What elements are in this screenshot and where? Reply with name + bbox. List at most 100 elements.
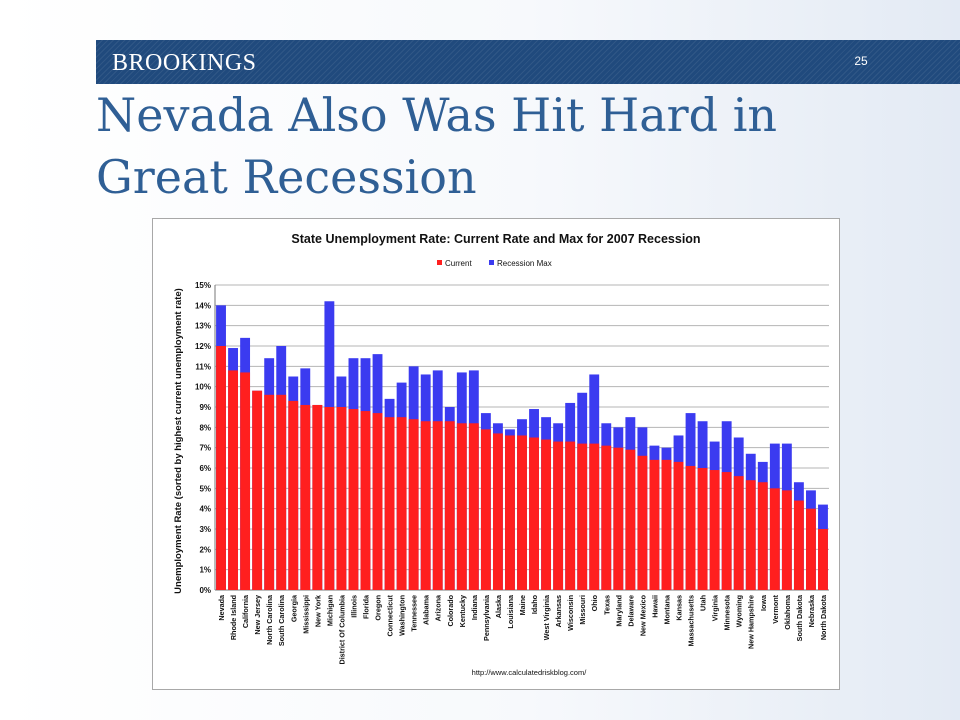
bar-current — [709, 470, 720, 590]
x-tick-label: Nebraska — [807, 594, 816, 627]
x-tick-label: New Mexico — [638, 594, 647, 636]
page-number: 25 — [854, 54, 868, 68]
bar-current — [781, 490, 792, 590]
x-tick-label: North Dakota — [819, 594, 828, 640]
bar-current — [733, 476, 744, 590]
bar-current — [240, 372, 251, 590]
x-tick-label: Maine — [518, 595, 527, 615]
x-tick-label: Washington — [398, 595, 407, 636]
bar-current — [288, 400, 299, 590]
bar-current — [252, 390, 263, 590]
slide-title-line-2: Great Recession — [96, 150, 477, 204]
bar-current — [372, 413, 383, 590]
x-axis-ticks: Nevada Rhode Island California New Jersey No… — [217, 594, 828, 665]
bar-current — [360, 411, 371, 590]
x-tick-label: Connecticut — [386, 594, 395, 636]
bar-current — [228, 370, 238, 590]
x-tick-label: Wisconsin — [566, 595, 575, 631]
x-tick-label: Minnesota — [723, 594, 732, 631]
y-tick-label: 6% — [199, 464, 211, 473]
bar-current — [565, 441, 576, 590]
y-tick-label: 15% — [195, 281, 211, 290]
x-tick-label: Delaware — [626, 595, 635, 627]
bar-current — [601, 445, 612, 590]
bar-current — [276, 394, 287, 590]
x-tick-label: South Dakota — [795, 594, 804, 641]
y-tick-label: 12% — [195, 342, 211, 351]
x-tick-label: South Carolina — [277, 594, 286, 646]
x-tick-label: Tennessee — [410, 595, 419, 632]
x-tick-label: Louisiana — [506, 594, 515, 629]
x-tick-label: Rhode Island — [229, 595, 238, 640]
y-tick-label: 10% — [195, 383, 211, 392]
bar-current — [818, 529, 828, 590]
y-axis-ticks: 0% 1% 2% 3% 4% 5% 6% 7% 8% 9% 10% 11% 12% 13% 14% 15% — [195, 281, 211, 595]
y-tick-label: 7% — [199, 444, 211, 453]
bar-current — [420, 421, 431, 590]
x-tick-label: Texas — [602, 595, 611, 615]
bar-current — [529, 437, 539, 590]
bar-current — [444, 421, 455, 590]
legend-swatch-recession-max — [489, 260, 494, 265]
x-tick-label: Oklahoma — [783, 594, 792, 630]
bar-current — [625, 449, 636, 590]
bar-current — [324, 407, 335, 590]
x-tick-label: Maryland — [614, 595, 623, 627]
bar-current — [685, 465, 696, 590]
x-tick-label: North Carolina — [265, 594, 274, 645]
bar-current — [806, 508, 816, 590]
x-tick-label: Oregon — [374, 595, 383, 621]
bar-current — [661, 459, 672, 590]
bar-current — [589, 443, 600, 590]
x-tick-label: Kansas — [675, 595, 684, 621]
header-bar: BROOKINGS 25 — [96, 40, 960, 84]
bar-current — [348, 409, 359, 590]
legend-swatch-current — [437, 260, 442, 265]
x-tick-label: Iowa — [759, 594, 768, 611]
y-tick-label: 9% — [199, 403, 211, 412]
x-tick-label: District Of Columbia — [337, 594, 346, 664]
bar-current — [673, 461, 684, 590]
chart-legend: Current Recession Max — [437, 259, 552, 268]
bar-current — [541, 439, 552, 590]
x-tick-label: Ohio — [590, 594, 599, 611]
x-tick-label: New Jersey — [253, 595, 262, 635]
x-tick-label: Alabama — [422, 594, 431, 625]
chart-title: State Unemployment Rate: Current Rate an… — [291, 232, 700, 246]
chart-frame: State Unemployment Rate: Current Rate an… — [152, 218, 840, 690]
bar-current — [649, 459, 660, 590]
bar-current — [312, 404, 323, 590]
bar-current — [505, 435, 515, 590]
x-tick-label: Wyoming — [735, 595, 744, 627]
y-axis-label: Unemployment Rate (sorted by highest cur… — [173, 288, 184, 594]
x-tick-label: Pennsylvania — [482, 594, 491, 641]
bar-current — [757, 482, 768, 590]
y-tick-label: 11% — [195, 362, 211, 371]
y-tick-label: 1% — [199, 566, 211, 575]
y-tick-label: 14% — [195, 301, 211, 310]
y-tick-label: 3% — [199, 525, 211, 534]
bar-current — [613, 447, 624, 590]
chart-source-note: http://www.calculatedriskblog.com/ — [472, 668, 588, 677]
x-tick-label: Georgia — [289, 594, 298, 622]
x-tick-label: Michigan — [325, 595, 334, 626]
bar-current — [456, 423, 467, 590]
x-tick-label: Kentucky — [458, 595, 467, 627]
x-tick-label: Nevada — [217, 594, 226, 621]
slide-title: Nevada Also Was Hit Hard in Great Recess… — [96, 84, 936, 208]
unemployment-chart: State Unemployment Rate: Current Rate an… — [173, 232, 829, 677]
bar-current — [577, 443, 588, 590]
bar-current — [264, 394, 275, 590]
x-tick-label: Massachusetts — [687, 595, 696, 647]
bar-current — [517, 435, 527, 590]
y-tick-label: 2% — [199, 545, 211, 554]
x-tick-label: Indiana — [470, 594, 479, 620]
bar-current — [492, 433, 503, 590]
x-tick-label: Vermont — [771, 594, 780, 623]
legend-label-current: Current — [445, 259, 472, 268]
x-tick-label: Arizona — [434, 594, 443, 621]
x-tick-label: New Hampshire — [747, 595, 756, 649]
bar-current — [721, 472, 732, 590]
bar-current — [408, 419, 419, 590]
chart-bars — [216, 301, 828, 590]
